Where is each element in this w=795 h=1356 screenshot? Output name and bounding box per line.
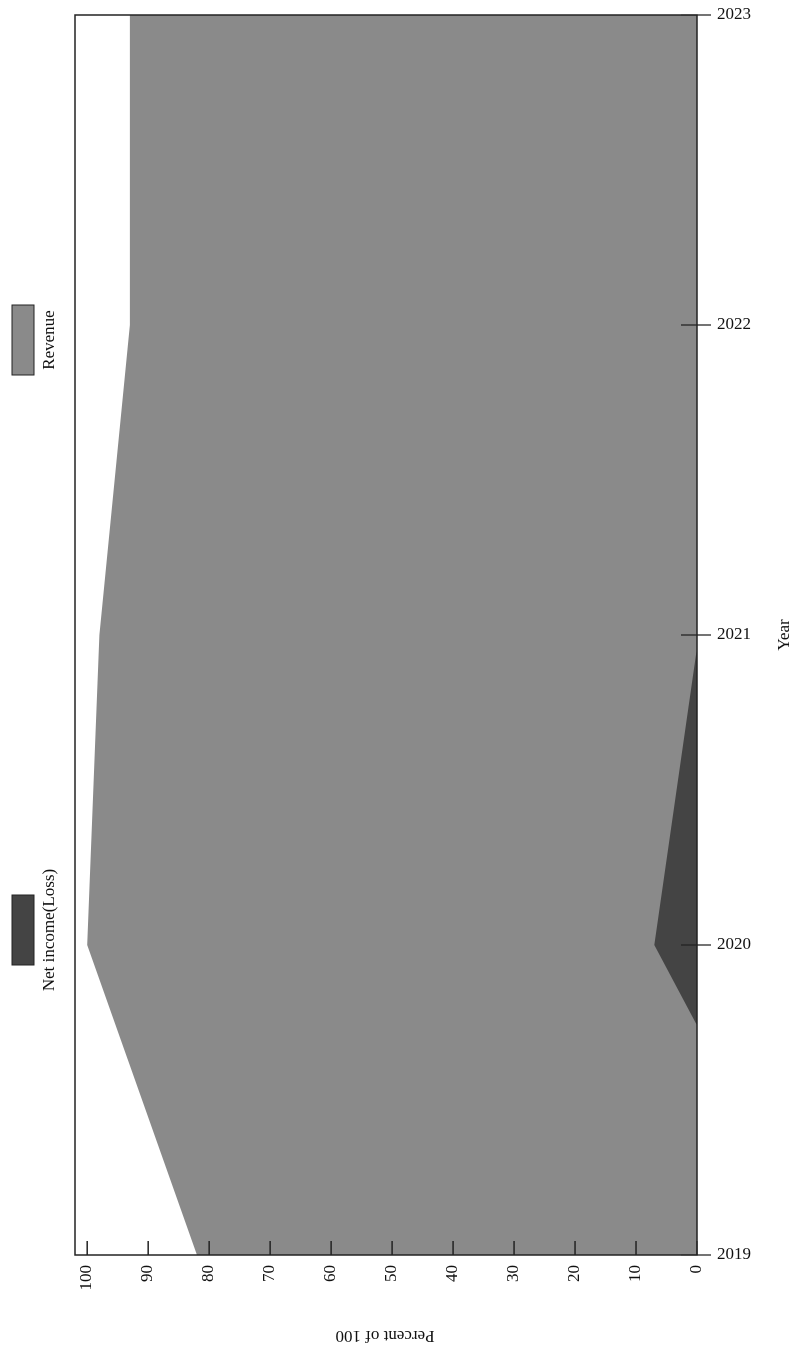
plot-area [87, 15, 697, 1255]
area [87, 15, 697, 1255]
y-tick-label: 70 [259, 1265, 278, 1282]
legend-label: Revenue [39, 310, 58, 369]
y-tick-label: 30 [503, 1265, 522, 1282]
y-tick-label: 40 [442, 1265, 461, 1282]
x-tick-label: 2021 [717, 624, 751, 643]
legend-label: Net income(Loss) [39, 869, 58, 991]
y-tick-label: 0 [686, 1265, 705, 1274]
x-axis-title: Year [774, 619, 793, 651]
x-tick-label: 2023 [717, 4, 751, 23]
x-tick-label: 2020 [717, 934, 751, 953]
y-axis-title: Percent of 100 [335, 1327, 434, 1346]
y-tick-label: 80 [198, 1265, 217, 1282]
y-tick-label: 60 [320, 1265, 339, 1282]
area [654, 635, 697, 1255]
y-tick-label: 50 [381, 1265, 400, 1282]
x-tick-label: 2019 [717, 1244, 751, 1263]
y-tick-label: 90 [137, 1265, 156, 1282]
y-tick-label: 20 [564, 1265, 583, 1282]
y-tick-label: 10 [625, 1265, 644, 1282]
legend-swatch [11, 894, 35, 966]
x-tick-label: 2022 [717, 314, 751, 333]
legend-swatch [11, 304, 35, 376]
y-tick-label: 100 [76, 1265, 95, 1291]
